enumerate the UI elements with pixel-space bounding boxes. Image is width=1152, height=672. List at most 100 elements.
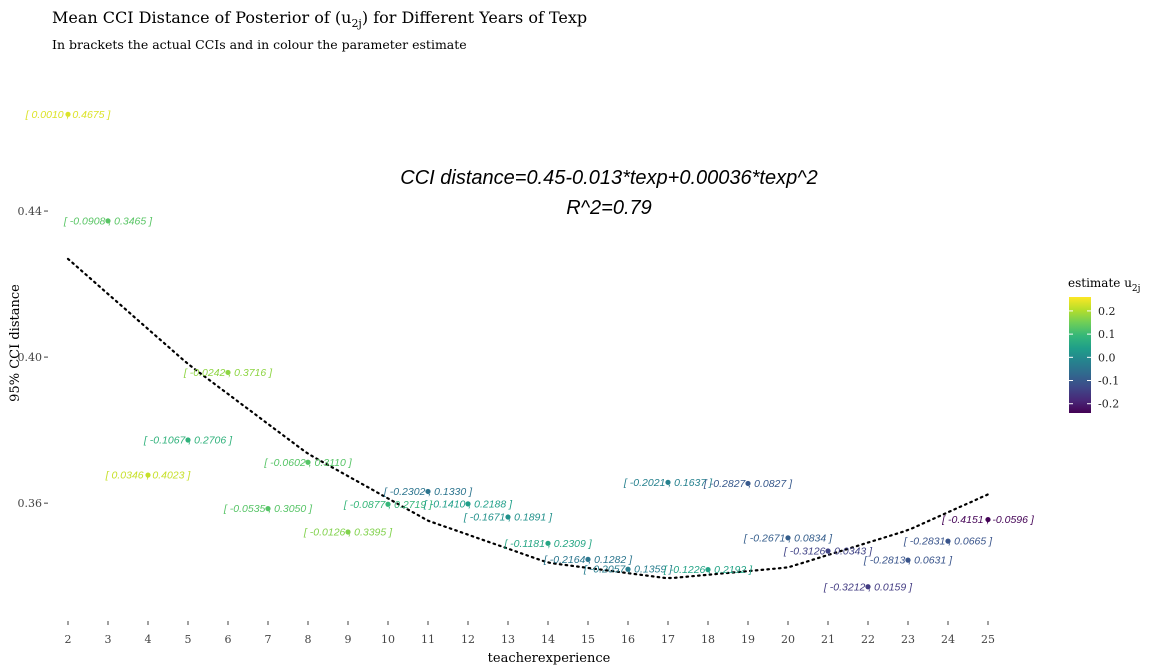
- chart-title-subscript: 2j: [351, 17, 361, 30]
- x-tick-label: 14: [541, 633, 555, 646]
- y-axis-title: 95% CCI distance: [8, 284, 23, 402]
- x-tick-label: 9: [345, 633, 352, 646]
- data-points: [65, 111, 991, 590]
- point-label: [ -0.4151 , -0.0596 ]: [941, 514, 1035, 526]
- data-point: [385, 501, 391, 507]
- data-point: [705, 567, 711, 573]
- x-tick-label: 2: [65, 633, 72, 646]
- x-tick-label: 17: [661, 633, 675, 646]
- data-point: [105, 218, 111, 224]
- legend-tick-label: -0.1: [1098, 375, 1119, 388]
- point-label: [ -0.2827 , 0.0827 ]: [703, 478, 793, 490]
- x-tick-label: 21: [821, 633, 835, 646]
- data-point: [545, 540, 551, 546]
- data-point: [465, 501, 471, 507]
- x-tick-label: 7: [265, 633, 272, 646]
- x-tick-label: 23: [901, 633, 915, 646]
- point-label: [ -0.1067 , 0.2706 ]: [143, 434, 233, 446]
- point-label: [ -0.2021 , 0.1637 ]: [623, 477, 713, 489]
- chart-title-end: ) for Different Years of Texp: [362, 8, 587, 27]
- point-label: [ -0.0877 , 0.2719 ]: [343, 499, 433, 511]
- x-tick-label: 6: [225, 633, 232, 646]
- y-tick-label: 0.44: [18, 205, 43, 218]
- data-point: [665, 479, 671, 485]
- point-label: [ -0.2831 , 0.0665 ]: [903, 536, 993, 548]
- legend-tick-label: 0.2: [1098, 305, 1116, 318]
- point-label: [ -0.1226 , 0.2192 ]: [663, 564, 753, 576]
- data-point: [585, 556, 591, 562]
- point-label: [ -0.2813 , 0.0631 ]: [863, 555, 953, 567]
- data-point: [425, 488, 431, 495]
- legend-title-subscript: 2j: [1132, 284, 1141, 294]
- legend-tick-label: 0.0: [1098, 351, 1116, 364]
- regression-annotation: CCI distance=0.45-0.013*texp+0.00036*tex…: [400, 167, 817, 219]
- y-tick-label: 0.36: [18, 497, 43, 510]
- x-tick-label: 18: [701, 633, 715, 646]
- x-tick-label: 25: [981, 633, 995, 646]
- x-axis-title: teacherexperience: [488, 651, 611, 666]
- point-label: [ -0.1410 , 0.2188 ]: [423, 498, 513, 510]
- x-tick-label: 5: [185, 633, 192, 646]
- chart-title-main: Mean CCI Distance of Posterior of (u: [52, 8, 351, 27]
- point-label: [ -0.0602 , 0.3110 ]: [263, 457, 352, 469]
- point-label: [ 0.0346 , 0.4023 ]: [105, 470, 192, 482]
- point-label: [ -0.0242 , 0.3716 ]: [183, 367, 273, 379]
- x-tick-label: 3: [105, 633, 112, 646]
- x-tick-label: 12: [461, 633, 475, 646]
- point-label: [ 0.0010 , 0.4675 ]: [25, 109, 112, 121]
- point-label: [ -0.0535 , 0.3050 ]: [223, 503, 313, 515]
- point-label: [ -0.0908 , 0.3465 ]: [63, 215, 153, 227]
- fit-curve-group: [66, 257, 990, 580]
- legend-title: estimate u2j: [1068, 276, 1140, 294]
- data-point: [345, 529, 351, 535]
- x-tick-label: 4: [145, 633, 152, 646]
- legend-colorbar: [1069, 297, 1091, 413]
- color-legend: estimate u2j 0.2 0.1 0.0 -0.1 -0.2: [1068, 276, 1140, 413]
- point-label: [ -0.2164 , 0.1282 ]: [543, 554, 633, 566]
- x-tick-label: 24: [941, 633, 955, 646]
- y-tick-label: 0.40: [18, 351, 43, 364]
- point-label: [ -0.2057 , 0.1359 ]: [583, 564, 673, 576]
- data-point: [225, 369, 231, 376]
- axes: 2 3 4 5 6 7 8 9 10 11 12 13 14 15 16 17 18 19 20 21 22 23 24 25…: [18, 205, 996, 646]
- point-label: [ -0.3126 , 0.0343 ]: [783, 545, 873, 557]
- data-point: [825, 548, 831, 554]
- x-tick-label: 10: [381, 633, 395, 646]
- chart-title-group: Mean CCI Distance of Posterior of (u2j) …: [52, 8, 587, 52]
- point-label: [ -0.3212 , 0.0159 ]: [823, 581, 913, 593]
- point-label: [ -0.0126 , 0.3395 ]: [303, 527, 393, 539]
- x-tick-label: 8: [305, 633, 312, 646]
- x-tick-label: 11: [421, 633, 435, 646]
- data-point: [865, 584, 871, 590]
- data-point: [625, 566, 631, 572]
- data-point: [265, 506, 271, 512]
- fit-curve: [66, 257, 990, 580]
- x-tick-label: 15: [581, 633, 595, 646]
- point-label: [ -0.2302 , 0.1330 ]: [383, 486, 473, 498]
- x-tick-label: 19: [741, 633, 755, 646]
- point-label: [ -0.1181 , 0.2309 ]: [503, 538, 592, 550]
- x-tick-label: 16: [621, 633, 635, 646]
- x-tick-label: 22: [861, 633, 875, 646]
- data-point: [505, 514, 511, 520]
- x-tick-label: 13: [501, 633, 515, 646]
- data-point: [145, 472, 151, 478]
- chart-subtitle: In brackets the actual CCIs and in colou…: [52, 37, 467, 52]
- point-label: [ -0.2671 , 0.0834 ]: [743, 532, 833, 544]
- data-point: [65, 111, 71, 117]
- data-point: [185, 437, 191, 443]
- data-point: [945, 538, 951, 544]
- legend-tick-label: 0.1: [1098, 328, 1116, 341]
- annotation-r-squared: R^2=0.79: [566, 197, 652, 219]
- data-point: [985, 516, 991, 523]
- data-point: [785, 535, 791, 541]
- data-point: [305, 459, 311, 465]
- legend-title-main: estimate u: [1068, 276, 1132, 290]
- chart-title: Mean CCI Distance of Posterior of (u2j) …: [52, 8, 587, 30]
- point-label: [ -0.1671 , 0.1891 ]: [463, 512, 553, 524]
- point-labels: [ 0.0010 , 0.4675 ] [ -0.0908 , 0.3465 ] […: [25, 109, 1035, 593]
- data-point: [745, 480, 751, 487]
- annotation-equation: CCI distance=0.45-0.013*texp+0.00036*tex…: [400, 167, 817, 189]
- legend-tick-label: -0.2: [1098, 398, 1119, 411]
